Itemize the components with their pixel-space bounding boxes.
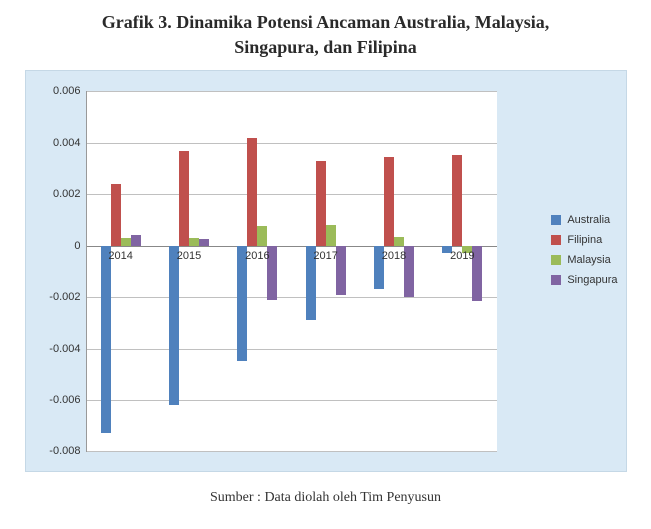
bar-filipina-2014 xyxy=(111,184,121,246)
legend-label: Filipina xyxy=(567,234,602,246)
legend-item-australia: Australia xyxy=(551,214,617,226)
chart-title: Grafik 3. Dinamika Potensi Ancaman Austr… xyxy=(0,0,651,65)
legend-swatch xyxy=(551,215,561,225)
gridline xyxy=(87,297,497,298)
legend-swatch xyxy=(551,235,561,245)
y-tick-label: -0.002 xyxy=(49,291,80,303)
title-line-1: Grafik 3. Dinamika Potensi Ancaman Austr… xyxy=(102,12,550,32)
bar-malaysia-2017 xyxy=(326,225,336,246)
bar-singapura-2014 xyxy=(131,235,141,245)
bar-filipina-2019 xyxy=(452,155,462,246)
x-tick-label: 2017 xyxy=(313,250,337,262)
title-line-2: Singapura, dan Filipina xyxy=(234,37,417,57)
gridline xyxy=(87,451,497,452)
gridline xyxy=(87,91,497,92)
y-tick-label: 0.002 xyxy=(53,188,81,200)
bar-malaysia-2015 xyxy=(189,238,199,246)
y-tick-label: 0.006 xyxy=(53,85,81,97)
bar-filipina-2017 xyxy=(316,161,326,246)
gridline xyxy=(87,349,497,350)
bar-australia-2016 xyxy=(237,246,247,362)
y-tick-label: -0.006 xyxy=(49,394,80,406)
x-tick-label: 2019 xyxy=(450,250,474,262)
legend: Australia Filipina Malaysia Singapura xyxy=(551,206,617,294)
bar-malaysia-2014 xyxy=(121,238,131,246)
y-tick-label: 0.004 xyxy=(53,137,81,149)
legend-swatch xyxy=(551,255,561,265)
gridline xyxy=(87,143,497,144)
y-tick-label: 0 xyxy=(74,240,80,252)
bar-filipina-2018 xyxy=(384,157,394,246)
bar-filipina-2015 xyxy=(179,151,189,246)
x-tick-label: 2015 xyxy=(177,250,201,262)
bar-singapura-2015 xyxy=(199,239,209,245)
legend-label: Malaysia xyxy=(567,254,610,266)
plot-area: -0.008-0.006-0.004-0.00200.0020.0040.006… xyxy=(86,91,497,452)
legend-item-malaysia: Malaysia xyxy=(551,254,617,266)
legend-swatch xyxy=(551,275,561,285)
y-tick-label: -0.008 xyxy=(49,445,80,457)
gridline xyxy=(87,194,497,195)
legend-label: Singapura xyxy=(567,274,617,286)
y-tick-label: -0.004 xyxy=(49,343,80,355)
bar-filipina-2016 xyxy=(247,138,257,246)
legend-item-filipina: Filipina xyxy=(551,234,617,246)
bar-australia-2015 xyxy=(169,246,179,405)
bar-malaysia-2018 xyxy=(394,237,404,246)
x-tick-label: 2014 xyxy=(108,250,132,262)
x-tick-label: 2016 xyxy=(245,250,269,262)
x-tick-label: 2018 xyxy=(382,250,406,262)
gridline xyxy=(87,400,497,401)
legend-item-singapura: Singapura xyxy=(551,274,617,286)
source-caption: Sumber : Data diolah oleh Tim Penyusun xyxy=(0,490,651,506)
chart-container: -0.008 -0.006 -0.004 -0.002 0 0.002 0.004 0.006… xyxy=(25,70,627,472)
legend-label: Australia xyxy=(567,214,610,226)
bar-australia-2014 xyxy=(101,246,111,434)
bar-malaysia-2016 xyxy=(257,226,267,245)
zero-line xyxy=(87,246,497,247)
